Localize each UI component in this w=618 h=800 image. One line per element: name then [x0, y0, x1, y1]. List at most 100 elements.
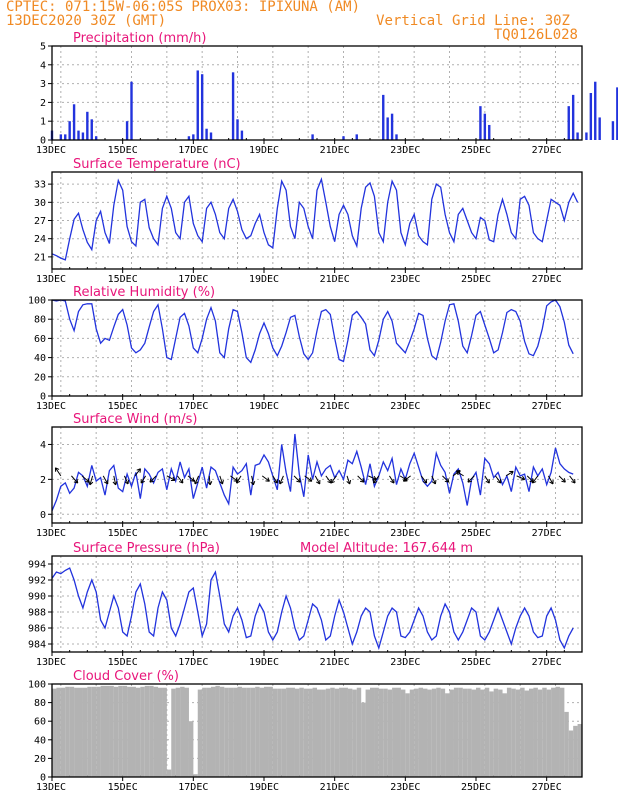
precip-bar: [342, 136, 345, 140]
wind-xtick-label: 15DEC: [108, 528, 138, 539]
press-series-line: [51, 567, 574, 651]
rh-ytick-label: 60: [34, 334, 46, 345]
precip-bar: [77, 130, 80, 140]
precip-ytick-label: 2: [40, 98, 46, 109]
rh-xtick-label: 19DEC: [249, 401, 279, 412]
precip-frame: [51, 45, 583, 141]
cloud-bar: [427, 689, 432, 777]
wind-vector: [484, 475, 490, 484]
cloud-title: Cloud Cover (%): [73, 669, 179, 684]
temp-ytick-label: 27: [34, 216, 46, 227]
cloud-bar: [268, 686, 273, 777]
wind-vector: [194, 475, 200, 485]
temp-xtick-label: 23DEC: [390, 274, 420, 285]
cloud-bar: [308, 688, 313, 777]
wind-vector-head: [73, 479, 79, 484]
cloud-bar: [484, 687, 490, 777]
wind-vector-head: [278, 479, 284, 485]
wind-vector-head: [561, 478, 566, 483]
wind-vector: [102, 475, 109, 485]
cloud-bar: [127, 686, 132, 777]
precip-bar: [59, 134, 63, 140]
cloud-xtick-label: 19DEC: [249, 782, 279, 793]
cloud-bar: [445, 693, 450, 777]
cloud-bar: [312, 687, 318, 777]
rh-ytick-label: 0: [40, 392, 46, 403]
wind-vector-head: [485, 479, 490, 484]
cloud-bar: [286, 687, 291, 777]
precip-bar: [86, 111, 89, 140]
wind-vector-head: [509, 470, 514, 476]
wind-vector-head: [170, 476, 176, 482]
precip-bar: [594, 81, 597, 140]
cloud-bar: [241, 687, 247, 777]
cloud-bar: [211, 686, 216, 777]
wind-vector-head: [136, 468, 141, 473]
cloud-bar: [489, 691, 494, 777]
press-ytick-label: 988: [28, 608, 46, 619]
cloud-bar: [370, 687, 375, 777]
wind-xtick-label: 21DEC: [320, 528, 350, 539]
press-xtick-label: 17DEC: [178, 657, 208, 668]
press-xtick-label: 15DEC: [108, 657, 138, 668]
precip-bar: [479, 106, 482, 140]
wind-vector: [495, 475, 502, 484]
wind-vector: [516, 475, 525, 480]
press-ytick-label: 994: [28, 560, 46, 571]
cloud-bar: [414, 688, 419, 777]
press-xtick-label: 27DEC: [532, 657, 562, 668]
precip-xtick-label: 21DEC: [320, 145, 350, 156]
cloud-bar: [171, 688, 176, 777]
wind-vector-head: [316, 479, 321, 485]
cloud-bar: [361, 702, 366, 777]
wind-vector: [279, 475, 284, 485]
cloud-ytick-label: 100: [28, 680, 46, 691]
wind-vector: [272, 475, 278, 484]
rh-ytick-label: 100: [28, 296, 46, 307]
wind-vector-head: [178, 479, 184, 484]
press-xtick-label: 13DEC: [36, 657, 66, 668]
wind-vector: [55, 467, 62, 477]
precip-bar: [589, 93, 593, 140]
wind-vector-head: [219, 479, 224, 485]
cloud-bar: [423, 688, 428, 777]
wind-vector: [389, 475, 395, 484]
cloud-bar: [153, 686, 159, 777]
wind-vector: [236, 475, 242, 484]
wind-vector-head: [431, 479, 437, 485]
cloud-bar: [467, 688, 472, 777]
precip-bar: [382, 94, 385, 140]
wind-vector: [251, 475, 254, 485]
precip-ytick-label: 0: [40, 136, 46, 147]
precip-xtick-label: 15DEC: [108, 145, 138, 156]
cloud-bar: [255, 686, 260, 777]
cloud-bar: [387, 689, 393, 777]
temp-xtick-label: 17DEC: [178, 274, 208, 285]
cloud-bar: [321, 689, 326, 777]
cloud-bar: [197, 689, 203, 777]
precip-ytick-label: 5: [40, 42, 46, 53]
cloud-bar: [498, 689, 503, 777]
cloud-bar: [431, 688, 437, 777]
cloud-bar: [158, 687, 163, 777]
cloud-bar: [78, 687, 83, 777]
wind-vector-head: [520, 475, 526, 481]
cloud-xtick-label: 15DEC: [108, 782, 138, 793]
precip-bar: [355, 134, 358, 140]
rh-xtick-label: 21DEC: [320, 401, 350, 412]
wind-vector-head: [571, 479, 576, 484]
wind-vector: [442, 475, 450, 483]
cloud-bar: [542, 687, 547, 777]
wind-vector-head: [88, 480, 94, 486]
precip-bar: [187, 136, 191, 140]
cloud-bar: [356, 687, 362, 777]
cloud-bar: [529, 688, 534, 777]
cloud-bar: [440, 688, 446, 777]
cloud-bar: [317, 689, 322, 777]
cloud-frame: [51, 683, 583, 778]
cloud-bar: [537, 689, 543, 777]
cloud-bar: [555, 686, 560, 777]
wind-frame: [51, 426, 583, 524]
wind-vector: [431, 475, 436, 485]
press-xtick-label: 25DEC: [461, 657, 491, 668]
